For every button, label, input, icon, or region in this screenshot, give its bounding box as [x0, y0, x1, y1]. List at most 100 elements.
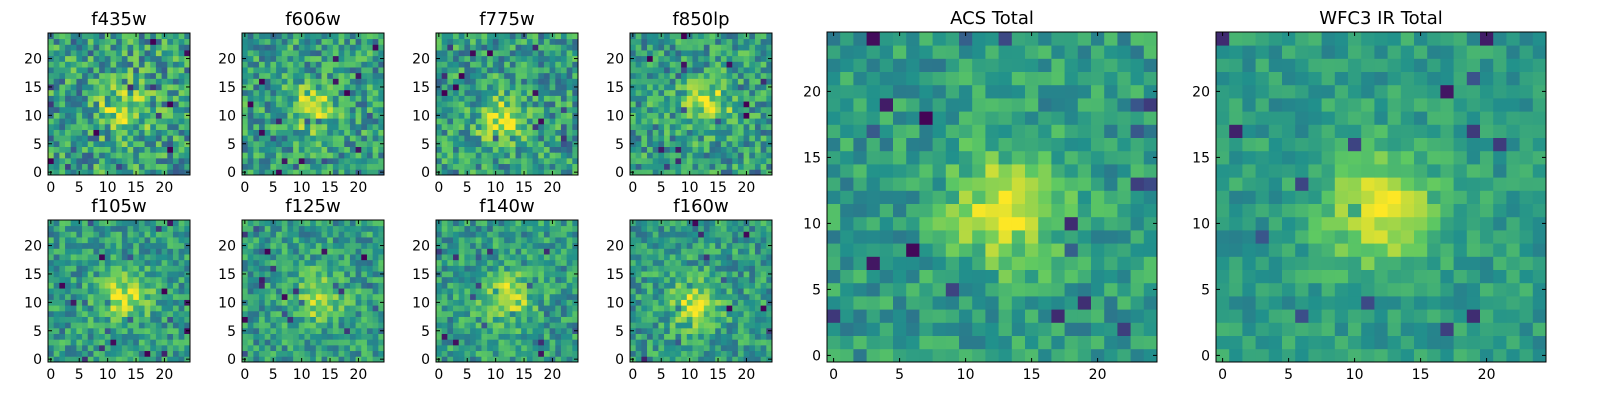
heatmap-cell [167, 101, 174, 108]
panel-title: f435w [91, 9, 146, 30]
heatmap-cell [686, 67, 693, 74]
heatmap-cell [133, 123, 140, 130]
heatmap-cell [59, 327, 66, 334]
heatmap-cell [59, 271, 66, 278]
heatmap-cell [749, 72, 756, 79]
heatmap-cell [470, 299, 477, 306]
heatmap-cell [82, 129, 89, 136]
heatmap-cell [692, 333, 699, 340]
heatmap-cell [492, 129, 499, 136]
heatmap-cell [481, 327, 488, 334]
heatmap-cell [447, 61, 454, 68]
heatmap-cell [538, 72, 545, 79]
heatmap-cell [675, 135, 682, 142]
heatmap-cell [184, 106, 191, 113]
heatmap-cell [65, 129, 72, 136]
heatmap-cell [349, 163, 356, 170]
heatmap-cell [669, 169, 676, 176]
heatmap-cell [664, 271, 671, 278]
heatmap-cell [48, 106, 55, 113]
heatmap-cell [178, 259, 185, 266]
heatmap-cell [703, 152, 710, 159]
heatmap-cell [242, 254, 249, 261]
heatmap-cell [247, 118, 254, 125]
heatmap-cell [361, 152, 368, 159]
heatmap-cell [475, 259, 482, 266]
heatmap-cell [737, 78, 744, 85]
heatmap-cell [441, 333, 448, 340]
heatmap-cell [715, 350, 722, 357]
heatmap-cell [344, 135, 351, 142]
heatmap-cell [138, 38, 145, 45]
heatmap-cell [155, 248, 162, 255]
heatmap-cell [630, 106, 637, 113]
heatmap-cell [441, 339, 448, 346]
heatmap-cell [344, 322, 351, 329]
heatmap-cell [65, 276, 72, 283]
heatmap-cell [321, 316, 328, 323]
heatmap-cell [681, 344, 688, 352]
heatmap-cell [287, 242, 294, 249]
heatmap-cell [726, 146, 733, 153]
heatmap-cell [310, 316, 317, 323]
heatmap-cell [652, 146, 659, 153]
x-tick-label: 10 [99, 180, 117, 196]
heatmap-cell [144, 112, 151, 119]
heatmap-cell [560, 333, 568, 340]
heatmap-cell [144, 118, 151, 125]
heatmap-cell [498, 305, 505, 312]
heatmap-cell [127, 271, 134, 278]
heatmap-cell [127, 265, 134, 272]
heatmap-cell [521, 50, 528, 57]
heatmap-cell [726, 55, 733, 62]
heatmap-cell [304, 254, 311, 261]
heatmap-cell [315, 95, 322, 102]
heatmap-cell [287, 123, 294, 130]
heatmap-cell [184, 146, 191, 153]
heatmap-cell [304, 112, 311, 119]
heatmap-cell [504, 44, 511, 51]
heatmap-cell [743, 299, 750, 306]
heatmap-cell [287, 237, 294, 244]
heatmap-cell [264, 129, 271, 136]
heatmap-cell [76, 112, 83, 119]
heatmap-cell [70, 78, 77, 85]
heatmap-cell [76, 72, 83, 79]
heatmap-cell [321, 163, 328, 170]
heatmap-cell [475, 123, 482, 130]
heatmap-cell [658, 72, 665, 79]
heatmap-cell [754, 78, 762, 85]
heatmap-cell [281, 225, 288, 232]
heatmap-cell [48, 129, 55, 136]
heatmap-cell [76, 282, 83, 289]
heatmap-cell [549, 95, 556, 102]
heatmap-cell [658, 129, 665, 136]
heatmap-cell [509, 322, 516, 329]
x-tick-label: 20 [350, 367, 368, 383]
heatmap-cell [276, 84, 283, 91]
heatmap-cell [737, 310, 744, 317]
x-tick-label: 5 [657, 180, 666, 196]
heatmap-cell [647, 95, 654, 102]
heatmap-cell [560, 123, 568, 130]
heatmap-cell [647, 327, 654, 334]
heatmap-cell [48, 254, 55, 261]
heatmap-cell [372, 225, 379, 232]
heatmap-cell [304, 265, 311, 272]
heatmap-cell [270, 129, 277, 136]
heatmap-cell [538, 84, 545, 91]
heatmap-cell [464, 106, 471, 113]
heatmap-cell [521, 339, 528, 346]
heatmap-cell [150, 248, 157, 255]
heatmap-cell [298, 118, 305, 125]
heatmap-cell [253, 344, 260, 352]
heatmap-cell [99, 152, 106, 159]
heatmap-cell [481, 106, 488, 113]
heatmap-cell [264, 152, 271, 159]
heatmap-cell [555, 112, 562, 119]
heatmap-cell [161, 163, 168, 170]
heatmap-cell [242, 78, 249, 85]
heatmap-cell [110, 310, 117, 317]
heatmap-cell [509, 259, 516, 266]
heatmap-cell [270, 305, 277, 312]
